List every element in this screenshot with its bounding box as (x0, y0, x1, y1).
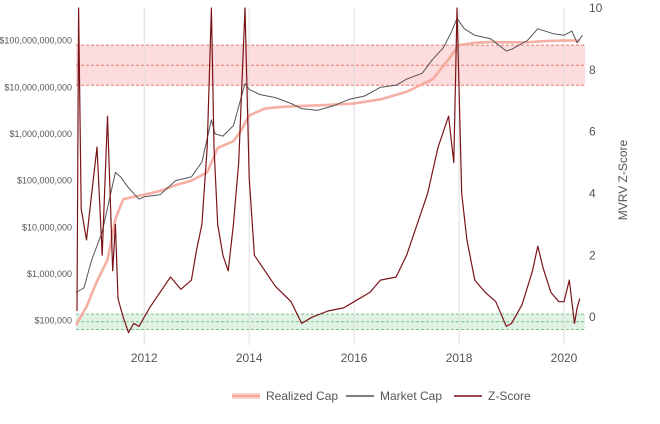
right-tick-label: 2 (589, 248, 596, 262)
legend-label: Realized Cap (266, 389, 338, 403)
right-tick-label: 6 (589, 125, 596, 139)
legend-item-z-score[interactable]: Z-Score (454, 389, 531, 403)
legend[interactable]: Realized Cap Market Cap Z-Score (232, 389, 531, 403)
green-band (76, 314, 585, 330)
series-z-score (76, 7, 581, 334)
right-tick-label: 4 (589, 187, 596, 201)
x-tick-label: 2016 (341, 351, 368, 365)
legend-label: Z-Score (488, 389, 531, 403)
legend-item-realized-cap[interactable]: Realized Cap (232, 389, 338, 403)
legend-item-market-cap[interactable]: Market Cap (346, 389, 442, 403)
x-tick-label: 2018 (446, 351, 473, 365)
series-realized-cap (74, 39, 580, 326)
x-tick-label: 2014 (236, 351, 263, 365)
left-tick-label: $100,000,000,000 (0, 36, 72, 46)
right-tick-label: 10 (589, 1, 603, 15)
x-tick-label: 2020 (551, 351, 578, 365)
right-tick-label: 8 (589, 63, 596, 77)
left-tick-label: $10,000,000 (22, 222, 72, 232)
legend-label: Market Cap (380, 389, 442, 403)
left-tick-label: $100,000,000 (17, 176, 72, 186)
series-layer (74, 7, 583, 334)
red-band (76, 45, 585, 86)
bands-layer (76, 44, 585, 331)
right-tick-label: 0 (589, 310, 596, 324)
left-tick-label: $10,000,000,000 (4, 82, 72, 92)
right-axis-title: MVRV Z-Score (616, 139, 630, 220)
series-market-cap (75, 17, 583, 293)
left-tick-label: $100,000 (34, 316, 72, 326)
left-axis: $100,000 $1,000,000 $10,000,000 $100,000,00… (0, 36, 72, 326)
right-axis: 0 2 4 6 8 10 (589, 1, 603, 324)
x-axis: 2012 2014 2016 2018 2020 (131, 351, 578, 365)
left-tick-label: $1,000,000 (27, 269, 72, 279)
left-tick-label: $1,000,000,000 (9, 129, 72, 139)
x-tick-label: 2012 (131, 351, 158, 365)
